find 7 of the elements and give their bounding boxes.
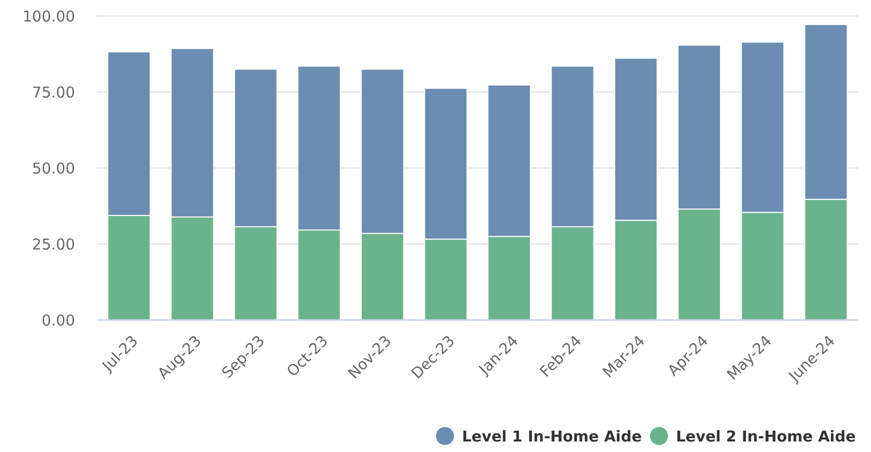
y-tick-label: 25.00	[32, 235, 75, 254]
y-tick-label: 0.00	[42, 311, 75, 330]
legend-label: Level 2 In-Home Aide	[676, 427, 856, 446]
legend-label: Level 1 In-Home Aide	[462, 427, 642, 446]
y-tick-label: 75.00	[32, 83, 75, 102]
y-tick-label: 100.00	[22, 7, 75, 26]
y-tick-label: 50.00	[32, 159, 75, 178]
